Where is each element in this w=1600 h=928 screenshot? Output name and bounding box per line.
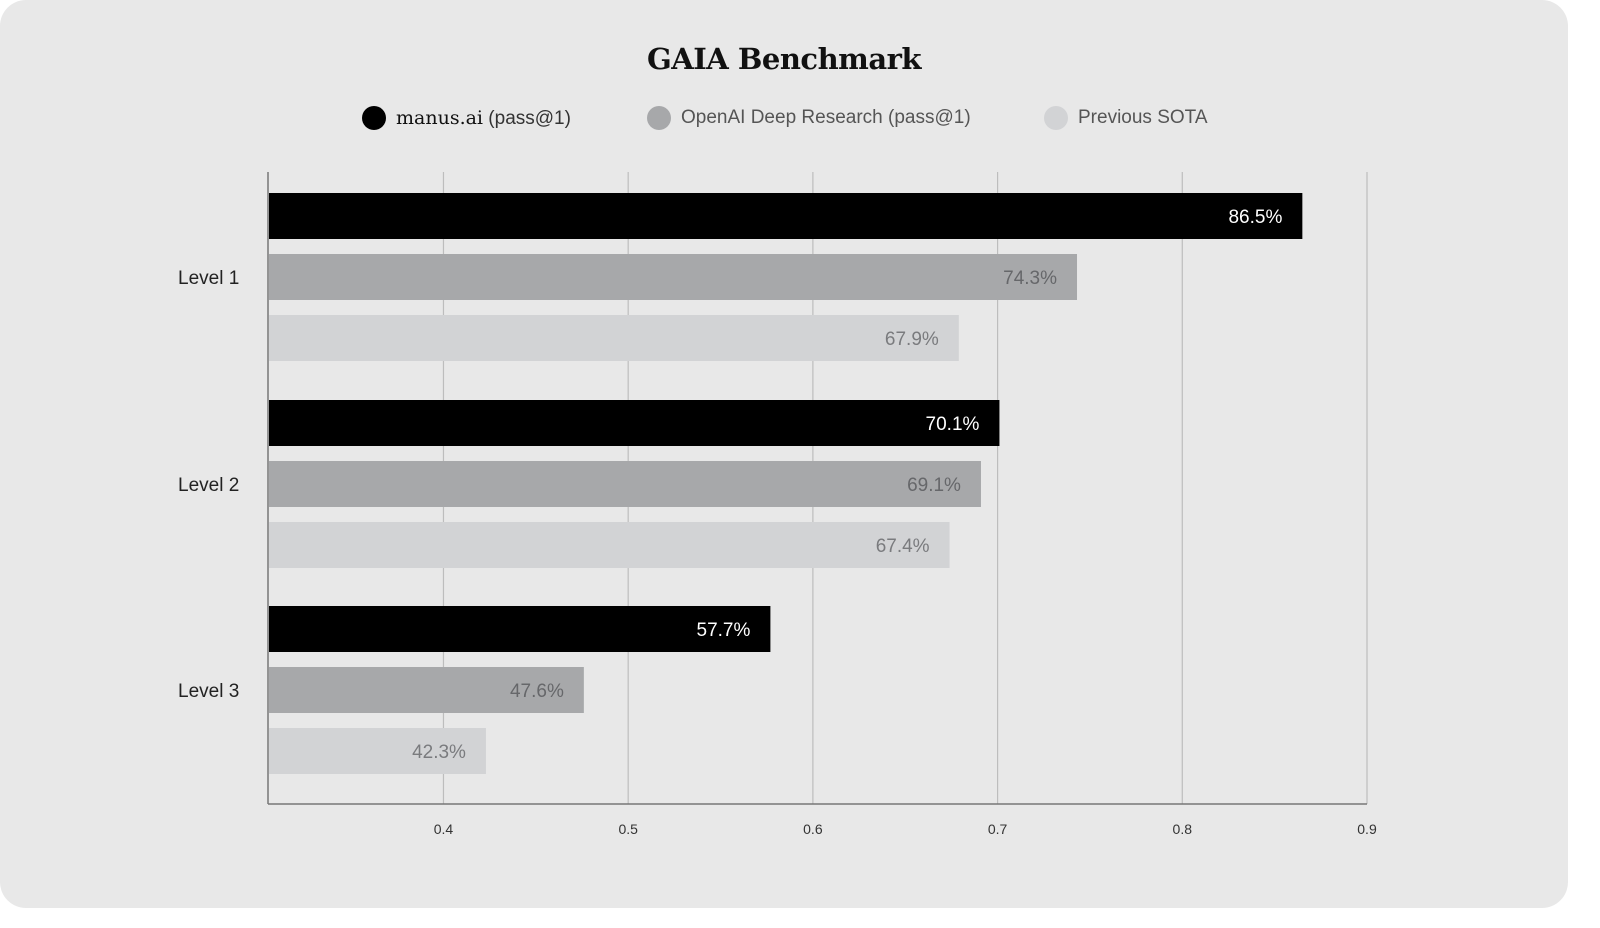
bar: [269, 728, 486, 774]
category-label: Level 1: [178, 268, 239, 289]
bar: [269, 193, 1303, 239]
legend-item-openai: OpenAI Deep Research (pass@1): [647, 106, 971, 130]
x-tick-label: 0.4: [434, 821, 454, 837]
data-label: 69.1%: [907, 475, 961, 496]
legend-swatch-openai: [647, 106, 671, 130]
category-label: Level 2: [178, 475, 239, 496]
bar: [269, 254, 1078, 300]
legend-swatch-sota: [1044, 106, 1068, 130]
x-tick-label: 0.6: [803, 821, 823, 837]
data-label: 67.4%: [876, 536, 930, 557]
bar: [269, 667, 584, 713]
bar: [269, 315, 959, 361]
data-label: 57.7%: [697, 620, 751, 641]
data-label: 70.1%: [926, 414, 980, 435]
x-tick-label: 0.9: [1357, 821, 1377, 837]
data-label: 67.9%: [885, 329, 939, 350]
legend-item-sota: Previous SOTA: [1044, 106, 1208, 130]
chart-card: GAIA Benchmark manus.ai (pass@1) OpenAI …: [0, 0, 1568, 908]
chart-title: GAIA Benchmark: [646, 42, 922, 76]
legend-label-manus-suffix: (pass@1): [488, 107, 571, 129]
legend-item-manus: manus.ai (pass@1): [362, 106, 571, 130]
x-tick-label: 0.8: [1173, 821, 1193, 837]
legend-swatch-manus: [362, 106, 386, 130]
bar: [269, 461, 981, 507]
x-tick-label: 0.7: [988, 821, 1008, 837]
legend-label-manus: manus.ai: [396, 106, 484, 129]
legend-label-sota: Previous SOTA: [1078, 107, 1208, 128]
data-label: 74.3%: [1003, 268, 1057, 289]
data-label: 86.5%: [1228, 207, 1282, 228]
data-label: 42.3%: [412, 742, 466, 763]
bar: [269, 606, 771, 652]
legend-label-openai: OpenAI Deep Research (pass@1): [681, 107, 971, 128]
bar: [269, 522, 950, 568]
data-label: 47.6%: [510, 681, 564, 702]
legend: manus.ai (pass@1) OpenAI Deep Research (…: [0, 106, 1568, 132]
x-tick-label: 0.5: [618, 821, 638, 837]
category-label: Level 3: [178, 681, 239, 702]
bar: [269, 400, 1000, 446]
bar-chart: 0.4 0.5 0.6 0.7 0.8 0.9 Level 1 86.5% 74.3% 67.9%…: [178, 172, 1377, 837]
